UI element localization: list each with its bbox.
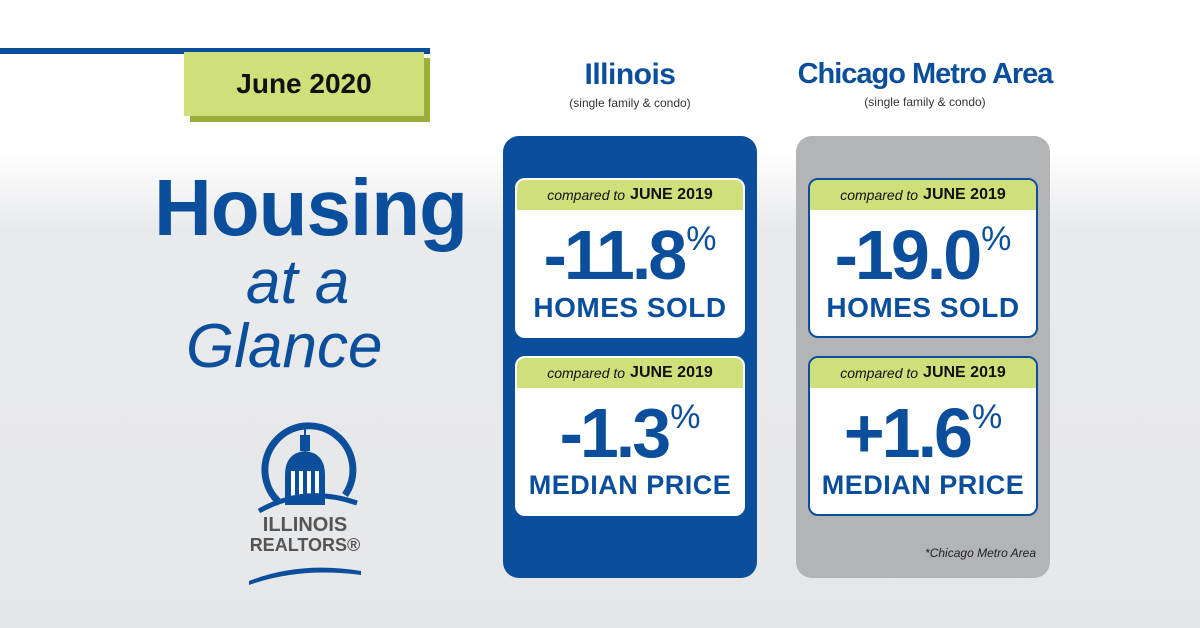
stat-number: +1.6	[843, 394, 973, 472]
logo-swoosh	[249, 567, 361, 585]
headline-line-3: Glance	[186, 312, 383, 381]
stat-value: -1.3%	[517, 398, 743, 468]
top-rule	[0, 48, 430, 54]
panel-chicago: compared to JUNE 2019 -19.0% HOMES SOLD …	[796, 136, 1050, 578]
illinois-realtors-logo: ILLINOIS REALTORS®	[245, 415, 365, 585]
headline-line-2: at a	[246, 248, 350, 317]
column-header-illinois: Illinois (single family & condo)	[505, 58, 755, 110]
comparison-prefix: compared to	[547, 365, 626, 381]
stat-number: -19.0	[834, 216, 983, 294]
comparison-prefix: compared to	[840, 187, 919, 203]
stat-unit: %	[686, 220, 717, 258]
comparison-bar: compared to JUNE 2019	[517, 358, 743, 388]
stat-label: MEDIAN PRICE	[821, 470, 1025, 500]
capitol-dome-icon	[257, 422, 358, 514]
comparison-prefix: compared to	[840, 365, 919, 381]
comparison-year: JUNE 2019	[923, 364, 1006, 381]
stat-value: +1.6%	[810, 398, 1036, 468]
column-subtitle: (single family & condo)	[569, 96, 691, 110]
stat-card-median-price: compared to JUNE 2019 -1.3% MEDIAN PRICE	[515, 356, 745, 516]
stat-card-homes-sold: compared to JUNE 2019 -19.0% HOMES SOLD	[808, 178, 1038, 338]
stat-card-homes-sold: compared to JUNE 2019 -11.8% HOMES SOLD	[515, 178, 745, 338]
logo-line-2: REALTORS®	[249, 535, 361, 555]
footnote: *Chicago Metro Area	[925, 546, 1036, 560]
stat-value: -11.8%	[517, 220, 743, 290]
stat-unit: %	[971, 398, 1003, 436]
stat-label: MEDIAN PRICE	[528, 470, 732, 500]
headline: Housing at a Glance	[150, 168, 480, 378]
stat-label: HOMES SOLD	[826, 292, 1020, 323]
column-title: Chicago Metro Area	[797, 58, 1054, 90]
comparison-bar: compared to JUNE 2019	[810, 180, 1036, 210]
headline-line-1: Housing	[154, 163, 468, 252]
panel-illinois: compared to JUNE 2019 -11.8% HOMES SOLD …	[503, 136, 757, 578]
date-badge: June 2020	[184, 52, 424, 116]
column-subtitle: (single family & condo)	[864, 95, 986, 109]
stat-unit: %	[981, 220, 1012, 258]
stat-number: -1.3	[559, 394, 672, 472]
comparison-prefix: compared to	[547, 187, 626, 203]
column-title: Illinois	[584, 58, 676, 91]
logo-wordmark: ILLINOIS REALTORS®	[245, 515, 365, 555]
logo-line-1: ILLINOIS	[262, 514, 348, 536]
column-header-chicago: Chicago Metro Area (single family & cond…	[790, 58, 1060, 109]
comparison-year: JUNE 2019	[630, 186, 713, 203]
comparison-bar: compared to JUNE 2019	[517, 180, 743, 210]
stat-card-median-price: compared to JUNE 2019 +1.6% MEDIAN PRICE	[808, 356, 1038, 516]
comparison-year: JUNE 2019	[630, 364, 713, 381]
comparison-bar: compared to JUNE 2019	[810, 358, 1036, 388]
stat-value: -19.0%	[810, 220, 1036, 290]
stat-unit: %	[670, 398, 701, 436]
stat-number: -11.8	[543, 216, 688, 294]
comparison-year: JUNE 2019	[923, 186, 1006, 203]
stat-label: HOMES SOLD	[533, 292, 727, 323]
